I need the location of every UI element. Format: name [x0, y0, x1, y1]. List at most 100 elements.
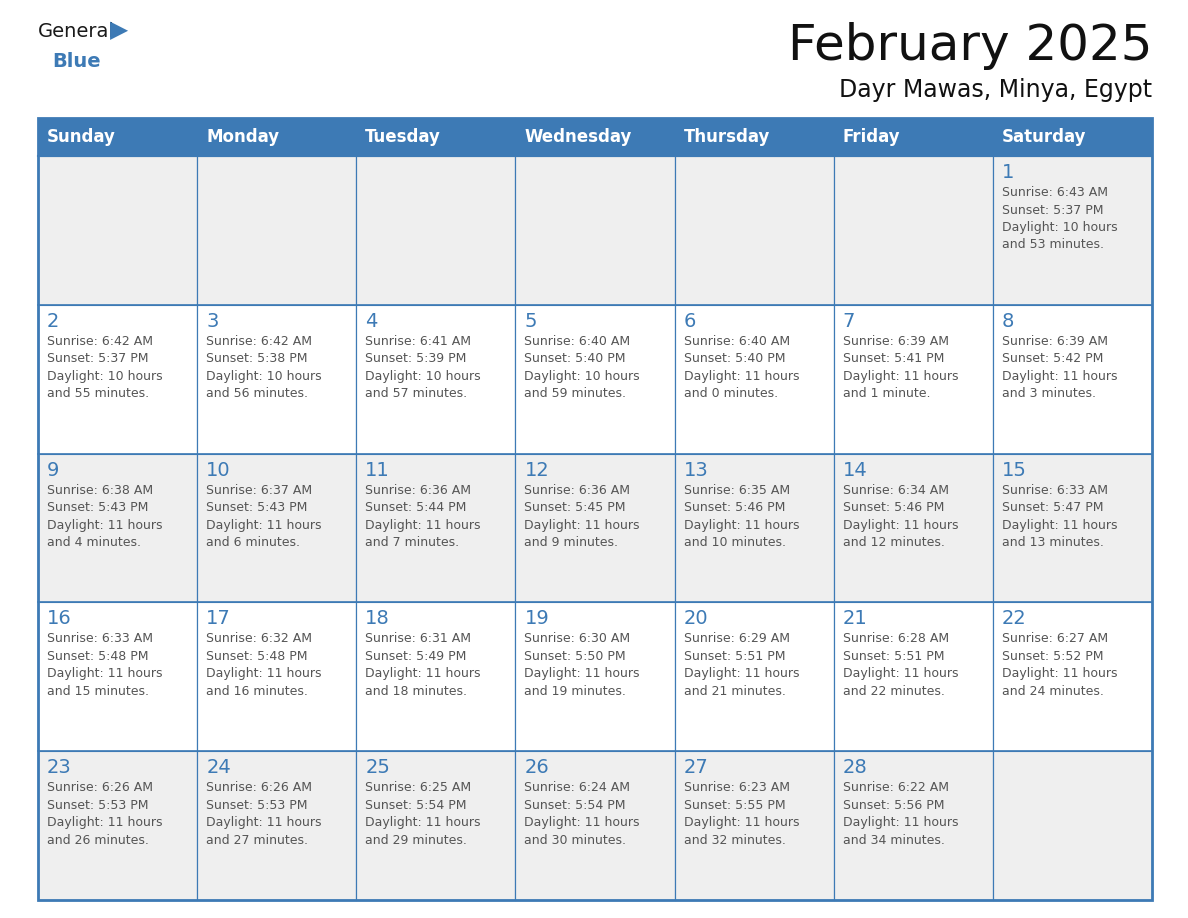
Text: and 13 minutes.: and 13 minutes. — [1001, 536, 1104, 549]
Text: and 26 minutes.: and 26 minutes. — [48, 834, 148, 846]
Text: Sunset: 5:53 PM: Sunset: 5:53 PM — [207, 799, 308, 812]
Bar — [834, 305, 993, 453]
Text: Sunrise: 6:26 AM: Sunrise: 6:26 AM — [48, 781, 153, 794]
Text: 19: 19 — [524, 610, 549, 629]
Text: 25: 25 — [365, 758, 390, 778]
Text: 16: 16 — [48, 610, 71, 629]
Text: 23: 23 — [48, 758, 71, 778]
Text: Sunset: 5:43 PM: Sunset: 5:43 PM — [207, 501, 308, 514]
Text: 13: 13 — [683, 461, 708, 479]
Text: Sunset: 5:45 PM: Sunset: 5:45 PM — [524, 501, 626, 514]
Bar — [38, 602, 197, 751]
Bar — [356, 305, 516, 453]
Text: Sunset: 5:37 PM: Sunset: 5:37 PM — [1001, 204, 1104, 217]
Text: Sunrise: 6:27 AM: Sunrise: 6:27 AM — [1001, 633, 1108, 645]
Bar — [197, 118, 356, 156]
Text: and 24 minutes.: and 24 minutes. — [1001, 685, 1104, 698]
Text: Sunrise: 6:39 AM: Sunrise: 6:39 AM — [1001, 335, 1108, 348]
Text: 12: 12 — [524, 461, 549, 479]
Bar — [356, 156, 516, 305]
Text: Sunrise: 6:36 AM: Sunrise: 6:36 AM — [365, 484, 472, 497]
Bar — [675, 156, 834, 305]
Text: Sunrise: 6:41 AM: Sunrise: 6:41 AM — [365, 335, 472, 348]
Text: Sunrise: 6:35 AM: Sunrise: 6:35 AM — [683, 484, 790, 497]
Text: Daylight: 11 hours: Daylight: 11 hours — [48, 816, 163, 829]
Text: and 4 minutes.: and 4 minutes. — [48, 536, 141, 549]
Text: 28: 28 — [842, 758, 867, 778]
Text: Sunset: 5:42 PM: Sunset: 5:42 PM — [1001, 353, 1104, 365]
Text: Sunrise: 6:24 AM: Sunrise: 6:24 AM — [524, 781, 631, 794]
Text: and 19 minutes.: and 19 minutes. — [524, 685, 626, 698]
Bar — [516, 156, 675, 305]
Text: Daylight: 11 hours: Daylight: 11 hours — [842, 519, 959, 532]
Text: Sunset: 5:43 PM: Sunset: 5:43 PM — [48, 501, 148, 514]
Text: Daylight: 11 hours: Daylight: 11 hours — [365, 816, 481, 829]
Text: and 56 minutes.: and 56 minutes. — [207, 387, 308, 400]
Bar — [516, 453, 675, 602]
Text: 26: 26 — [524, 758, 549, 778]
Text: Sunrise: 6:30 AM: Sunrise: 6:30 AM — [524, 633, 631, 645]
Bar — [993, 751, 1152, 900]
Bar — [834, 751, 993, 900]
Text: Wednesday: Wednesday — [524, 128, 632, 146]
Text: 8: 8 — [1001, 312, 1015, 330]
Text: and 53 minutes.: and 53 minutes. — [1001, 239, 1104, 252]
Bar — [675, 453, 834, 602]
Bar — [38, 751, 197, 900]
Text: Daylight: 11 hours: Daylight: 11 hours — [842, 667, 959, 680]
Text: Sunrise: 6:42 AM: Sunrise: 6:42 AM — [48, 335, 153, 348]
Text: Sunrise: 6:43 AM: Sunrise: 6:43 AM — [1001, 186, 1108, 199]
Text: and 3 minutes.: and 3 minutes. — [1001, 387, 1095, 400]
Text: Daylight: 10 hours: Daylight: 10 hours — [1001, 221, 1118, 234]
Text: and 27 minutes.: and 27 minutes. — [207, 834, 308, 846]
Text: Daylight: 11 hours: Daylight: 11 hours — [683, 816, 800, 829]
Text: Sunset: 5:41 PM: Sunset: 5:41 PM — [842, 353, 944, 365]
Text: Thursday: Thursday — [683, 128, 770, 146]
Text: Sunset: 5:52 PM: Sunset: 5:52 PM — [1001, 650, 1104, 663]
Bar — [675, 751, 834, 900]
Text: Sunset: 5:51 PM: Sunset: 5:51 PM — [842, 650, 944, 663]
Bar — [197, 305, 356, 453]
Text: Sunrise: 6:33 AM: Sunrise: 6:33 AM — [1001, 484, 1108, 497]
Text: Monday: Monday — [207, 128, 279, 146]
Text: Sunrise: 6:40 AM: Sunrise: 6:40 AM — [524, 335, 631, 348]
Bar — [993, 305, 1152, 453]
Text: Sunset: 5:46 PM: Sunset: 5:46 PM — [683, 501, 785, 514]
Text: Sunset: 5:38 PM: Sunset: 5:38 PM — [207, 353, 308, 365]
Text: Daylight: 11 hours: Daylight: 11 hours — [48, 519, 163, 532]
Text: Sunrise: 6:28 AM: Sunrise: 6:28 AM — [842, 633, 949, 645]
Text: Daylight: 10 hours: Daylight: 10 hours — [524, 370, 640, 383]
Bar — [38, 118, 1152, 900]
Text: Daylight: 11 hours: Daylight: 11 hours — [524, 816, 640, 829]
Bar — [38, 305, 197, 453]
Text: Sunset: 5:54 PM: Sunset: 5:54 PM — [365, 799, 467, 812]
Bar — [675, 602, 834, 751]
Text: and 34 minutes.: and 34 minutes. — [842, 834, 944, 846]
Bar — [197, 453, 356, 602]
Text: Sunrise: 6:23 AM: Sunrise: 6:23 AM — [683, 781, 790, 794]
Text: and 15 minutes.: and 15 minutes. — [48, 685, 148, 698]
Bar — [197, 602, 356, 751]
Text: Daylight: 11 hours: Daylight: 11 hours — [683, 667, 800, 680]
Text: 6: 6 — [683, 312, 696, 330]
Text: Sunset: 5:48 PM: Sunset: 5:48 PM — [207, 650, 308, 663]
Text: Sunday: Sunday — [48, 128, 116, 146]
Text: Sunset: 5:53 PM: Sunset: 5:53 PM — [48, 799, 148, 812]
Text: Sunset: 5:40 PM: Sunset: 5:40 PM — [683, 353, 785, 365]
Bar — [834, 602, 993, 751]
Text: Sunrise: 6:34 AM: Sunrise: 6:34 AM — [842, 484, 949, 497]
Text: and 12 minutes.: and 12 minutes. — [842, 536, 944, 549]
Text: Daylight: 11 hours: Daylight: 11 hours — [524, 667, 640, 680]
Bar — [356, 602, 516, 751]
Text: Sunset: 5:37 PM: Sunset: 5:37 PM — [48, 353, 148, 365]
Text: Sunrise: 6:31 AM: Sunrise: 6:31 AM — [365, 633, 472, 645]
Text: and 55 minutes.: and 55 minutes. — [48, 387, 150, 400]
Text: Sunrise: 6:29 AM: Sunrise: 6:29 AM — [683, 633, 790, 645]
Bar — [38, 118, 197, 156]
Text: and 9 minutes.: and 9 minutes. — [524, 536, 619, 549]
Text: Daylight: 11 hours: Daylight: 11 hours — [683, 370, 800, 383]
Text: Sunrise: 6:36 AM: Sunrise: 6:36 AM — [524, 484, 631, 497]
Bar — [675, 118, 834, 156]
Bar — [38, 453, 197, 602]
Text: 18: 18 — [365, 610, 390, 629]
